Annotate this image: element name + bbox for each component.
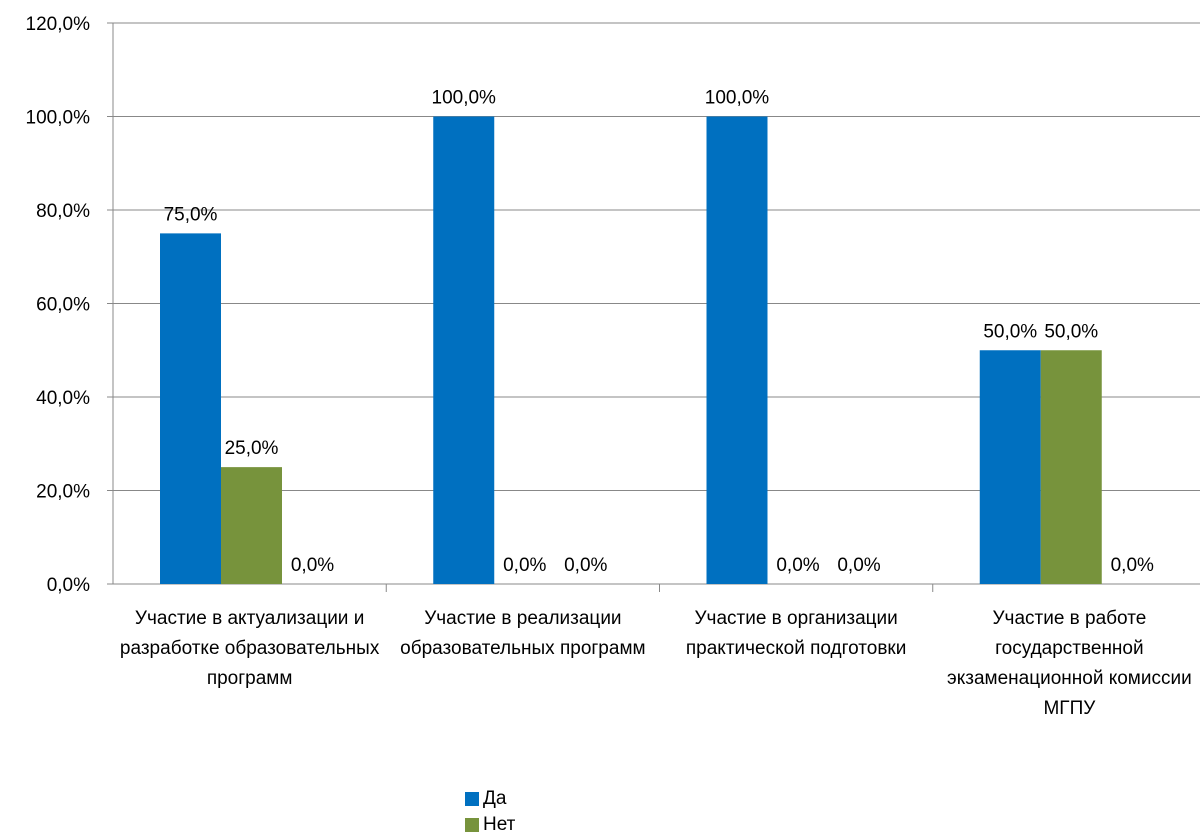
y-tick-label: 80,0% [36,201,90,222]
bar [706,116,768,584]
y-tick-label: 100,0% [26,108,91,129]
x-tick-label: Участие в организации практической подго… [685,608,907,659]
legend-label-net: Нет [483,814,516,835]
y-tick-label: 0,0% [47,575,90,596]
x-tick-label: Участие в реализации образовательных про… [400,608,646,659]
data-label: 75,0% [164,204,218,225]
y-tick-label: 60,0% [36,295,90,316]
bar [433,116,495,584]
data-label: 0,0% [837,555,880,576]
data-label: 50,0% [983,321,1037,342]
data-label: 0,0% [291,555,334,576]
legend-swatch-net [465,818,479,832]
data-label: 50,0% [1044,321,1098,342]
legend-item-net: Нет [465,812,515,838]
data-label: 100,0% [432,88,497,109]
legend: Да Нет [465,786,515,838]
data-label: 0,0% [503,555,546,576]
legend-label-da: Да [483,788,507,809]
x-tick-label: Участие в актуализации и разработке обра… [119,608,380,689]
data-label: 25,0% [225,438,279,459]
bar [1040,350,1102,584]
y-tick-label: 20,0% [36,482,90,503]
bar [979,350,1041,584]
y-tick-label: 120,0% [26,14,91,35]
y-tick-label: 40,0% [36,388,90,409]
data-label: 0,0% [564,555,607,576]
x-tick-label: Участие в работе государственной экзамен… [947,608,1192,719]
data-label: 0,0% [776,555,819,576]
data-label: 0,0% [1111,555,1154,576]
bar [221,467,282,584]
data-label: 100,0% [705,88,770,109]
bar [160,233,221,584]
legend-item-da: Да [465,786,515,812]
legend-swatch-da [465,792,479,806]
